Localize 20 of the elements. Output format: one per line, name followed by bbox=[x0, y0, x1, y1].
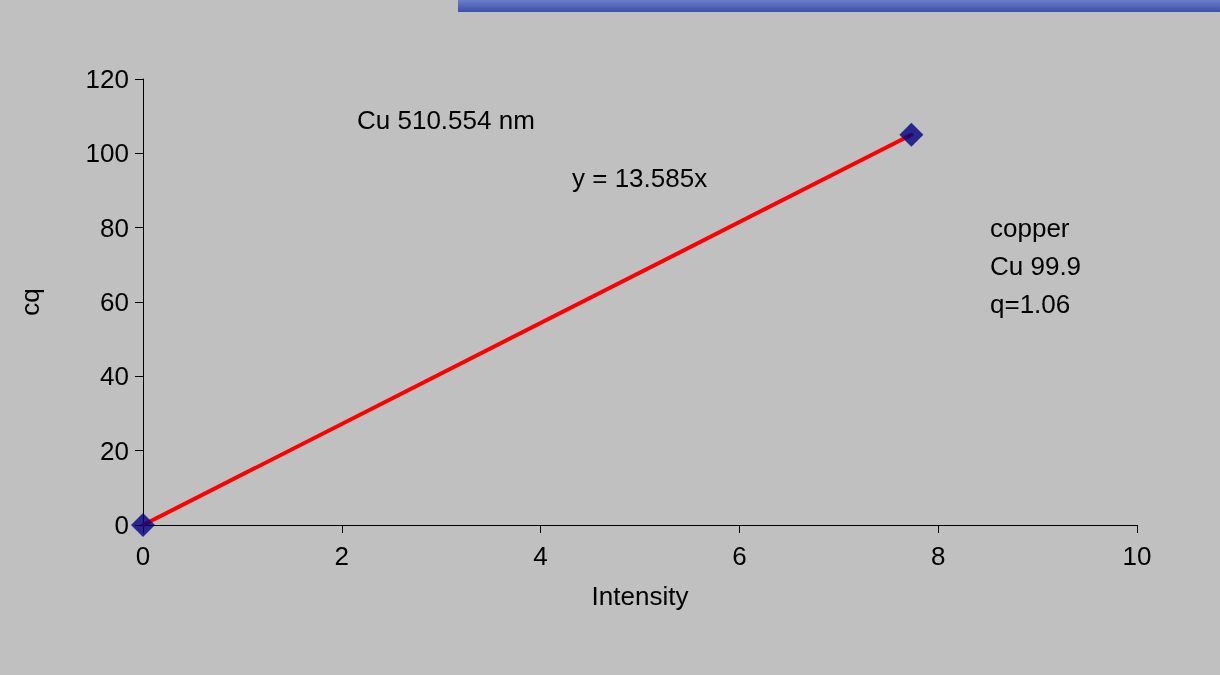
y-tick-label: 20 bbox=[100, 435, 129, 466]
annotation: copper bbox=[990, 213, 1070, 243]
x-tick-label: 2 bbox=[334, 541, 350, 571]
y-tick-label: 120 bbox=[85, 64, 129, 94]
annotation: q=1.06 bbox=[990, 289, 1071, 319]
text: Cu 510.554 nm bbox=[357, 105, 535, 135]
x-axis-title: Intensity bbox=[591, 581, 689, 611]
x-tick-label: 4 bbox=[533, 541, 548, 571]
x-tick-label: 10 bbox=[1122, 541, 1152, 571]
annotation: Cu 99.9 bbox=[990, 251, 1082, 281]
y-tick-label: 80 bbox=[100, 212, 129, 243]
y-tick-label: 100 bbox=[85, 138, 129, 169]
annotation: y = 13.585x bbox=[572, 163, 708, 193]
x-tick-label: 0 bbox=[135, 541, 151, 571]
x-tick-label: 8 bbox=[930, 541, 946, 571]
y-tick-label: 40 bbox=[100, 361, 129, 392]
y-tick-label: 60 bbox=[100, 287, 129, 317]
y-tick-label: 0 bbox=[114, 510, 129, 540]
y-axis-title: cq bbox=[15, 288, 45, 316]
x-tick-label: 6 bbox=[732, 541, 747, 571]
